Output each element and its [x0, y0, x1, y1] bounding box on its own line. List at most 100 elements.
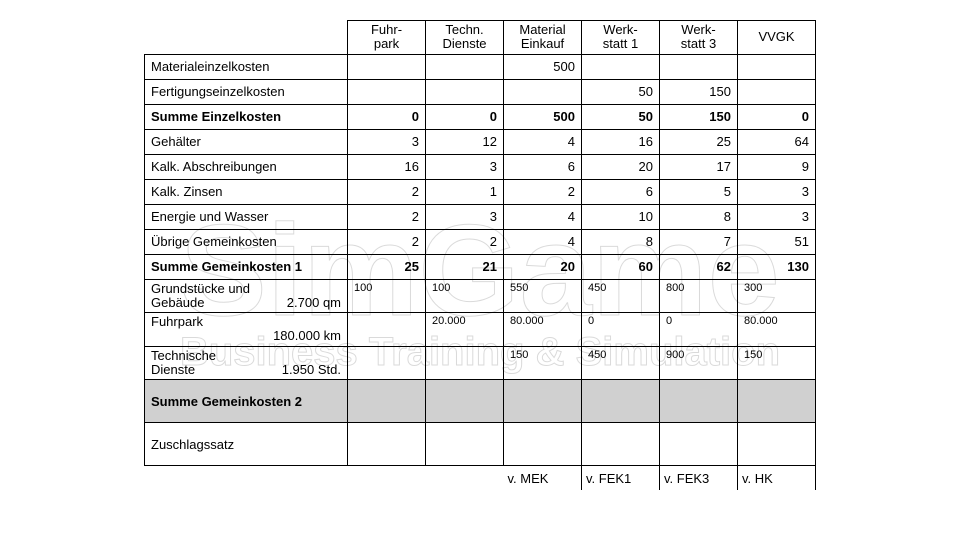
cell-r3-4: 150 — [660, 104, 738, 129]
cell-r7-3: 10 — [582, 204, 660, 229]
cell-r5-2: 6 — [504, 154, 582, 179]
cell-r13-1 — [426, 380, 504, 423]
cell-r5-1: 3 — [426, 154, 504, 179]
cell-r6-1: 1 — [426, 179, 504, 204]
cell-r3-1: 0 — [426, 104, 504, 129]
cell-r9-5: 130 — [738, 254, 816, 279]
label-r5: Kalk. Abschreibungen — [145, 154, 348, 179]
cell-r5-0: 16 — [348, 154, 426, 179]
row-r1: Materialeinzelkosten 500 — [145, 54, 816, 79]
cell-r6-2: 2 — [504, 179, 582, 204]
cell-r4-1: 12 — [426, 129, 504, 154]
row-r11: Fuhrpark180.000 km20.00080.0000080.000 — [145, 313, 816, 347]
cell-r2-5 — [738, 79, 816, 104]
cell-r3-5: 0 — [738, 104, 816, 129]
footer-0 — [348, 466, 426, 491]
label-r4: Gehälter — [145, 129, 348, 154]
label-r13: Summe Gemeinkosten 2 — [145, 380, 348, 423]
cell-r2-0 — [348, 79, 426, 104]
cell-r4-0: 3 — [348, 129, 426, 154]
cell-r5-4: 17 — [660, 154, 738, 179]
row-r10: Grundstücke undGebäude2.700 qm1001005504… — [145, 279, 816, 313]
cell-r10-3: 450 — [582, 279, 660, 313]
cell-r11-4: 0 — [660, 313, 738, 347]
cell-r5-3: 20 — [582, 154, 660, 179]
cell-r13-0 — [348, 380, 426, 423]
footer-3: v. FEK1 — [582, 466, 660, 491]
row-r5: Kalk. Abschreibungen163620179 — [145, 154, 816, 179]
footer-2: v. MEK — [504, 466, 582, 491]
cell-r12-1 — [426, 346, 504, 380]
cell-r13-4 — [660, 380, 738, 423]
footer-blank — [145, 466, 348, 491]
row-r12: TechnischeDienste1.950 Std.150450900150 — [145, 346, 816, 380]
col-werkstatt3: Werk-statt 3 — [660, 21, 738, 55]
cell-r10-1: 100 — [426, 279, 504, 313]
row-r2: Fertigungseinzelkosten50150 — [145, 79, 816, 104]
cell-r4-3: 16 — [582, 129, 660, 154]
row-r4: Gehälter3124162564 — [145, 129, 816, 154]
cell-r9-0: 25 — [348, 254, 426, 279]
cost-table: Fuhr-park Techn.Dienste MaterialEinkauf … — [144, 20, 816, 490]
cell-r12-4: 900 — [660, 346, 738, 380]
cell-r14-1 — [426, 423, 504, 466]
cell-r11-0 — [348, 313, 426, 347]
cell-r11-2: 80.000 — [504, 313, 582, 347]
label-r1: Materialeinzelkosten — [145, 54, 348, 79]
cell-r8-2: 4 — [504, 229, 582, 254]
cell-r4-5: 64 — [738, 129, 816, 154]
cell-r13-3 — [582, 380, 660, 423]
cell-r14-2 — [504, 423, 582, 466]
cell-r14-5 — [738, 423, 816, 466]
cell-r6-5: 3 — [738, 179, 816, 204]
col-vvgk: VVGK — [738, 21, 816, 55]
cell-r8-1: 2 — [426, 229, 504, 254]
cell-r7-2: 4 — [504, 204, 582, 229]
col-fuhrpark: Fuhr-park — [348, 21, 426, 55]
cell-r5-5: 9 — [738, 154, 816, 179]
label-r9: Summe Gemeinkosten 1 — [145, 254, 348, 279]
cell-r6-0: 2 — [348, 179, 426, 204]
row-r3: Summe Einzelkosten00500501500 — [145, 104, 816, 129]
cell-r10-2: 550 — [504, 279, 582, 313]
cell-r11-5: 80.000 — [738, 313, 816, 347]
cell-r2-1 — [426, 79, 504, 104]
col-material-einkauf: MaterialEinkauf — [504, 21, 582, 55]
row-r14: Zuschlagssatz — [145, 423, 816, 466]
cell-r12-0 — [348, 346, 426, 380]
cell-r10-4: 800 — [660, 279, 738, 313]
cell-r4-2: 4 — [504, 129, 582, 154]
cell-r8-4: 7 — [660, 229, 738, 254]
cell-r12-2: 150 — [504, 346, 582, 380]
col-werkstatt1: Werk-statt 1 — [582, 21, 660, 55]
label-r11: Fuhrpark180.000 km — [145, 313, 348, 347]
cell-r7-0: 2 — [348, 204, 426, 229]
cell-r2-4: 150 — [660, 79, 738, 104]
cell-r12-5: 150 — [738, 346, 816, 380]
cell-r9-1: 21 — [426, 254, 504, 279]
cell-r13-5 — [738, 380, 816, 423]
footer-5: v. HK — [738, 466, 816, 491]
cell-r1-1 — [426, 54, 504, 79]
cell-r10-0: 100 — [348, 279, 426, 313]
header-row: Fuhr-park Techn.Dienste MaterialEinkauf … — [145, 21, 816, 55]
cell-r6-4: 5 — [660, 179, 738, 204]
label-r14: Zuschlagssatz — [145, 423, 348, 466]
cell-r7-4: 8 — [660, 204, 738, 229]
label-r7: Energie und Wasser — [145, 204, 348, 229]
cell-r3-0: 0 — [348, 104, 426, 129]
label-r6: Kalk. Zinsen — [145, 179, 348, 204]
footer-4: v. FEK3 — [660, 466, 738, 491]
row-r13: Summe Gemeinkosten 2 — [145, 380, 816, 423]
cell-r2-3: 50 — [582, 79, 660, 104]
cell-r1-3 — [582, 54, 660, 79]
row-r8: Übrige Gemeinkosten2248751 — [145, 229, 816, 254]
cell-r9-4: 62 — [660, 254, 738, 279]
cell-r1-4 — [660, 54, 738, 79]
cell-r1-5 — [738, 54, 816, 79]
cell-r1-2: 500 — [504, 54, 582, 79]
cell-r8-5: 51 — [738, 229, 816, 254]
footer-row: v. MEKv. FEK1v. FEK3v. HK — [145, 466, 816, 491]
label-r3: Summe Einzelkosten — [145, 104, 348, 129]
cell-r11-3: 0 — [582, 313, 660, 347]
